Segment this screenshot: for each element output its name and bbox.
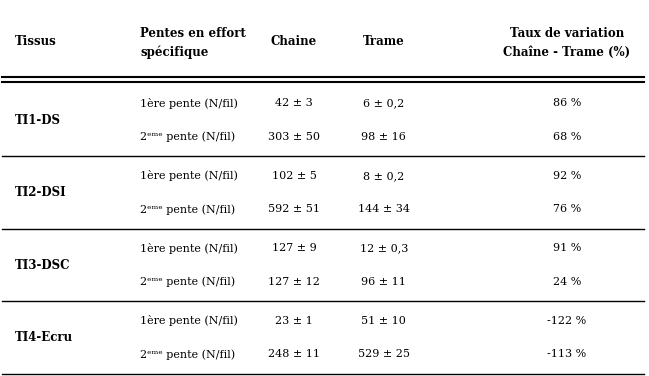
- Text: 1ère pente (N/fil): 1ère pente (N/fil): [140, 243, 238, 254]
- Text: 12 ± 0,3: 12 ± 0,3: [360, 244, 408, 253]
- Text: -113 %: -113 %: [547, 349, 586, 359]
- Text: TI3-DSC: TI3-DSC: [15, 259, 70, 271]
- Text: Pentes en effort: Pentes en effort: [140, 27, 246, 40]
- Text: spécifique: spécifique: [140, 45, 208, 59]
- Text: 92 %: 92 %: [552, 171, 581, 181]
- Text: 127 ± 9: 127 ± 9: [272, 244, 317, 253]
- Text: 248 ± 11: 248 ± 11: [268, 349, 320, 359]
- Text: Chaîne - Trame (%): Chaîne - Trame (%): [503, 46, 630, 59]
- Text: TI1-DS: TI1-DS: [15, 114, 61, 127]
- Text: 2ᵉᵐᵉ pente (N/fil): 2ᵉᵐᵉ pente (N/fil): [140, 204, 235, 215]
- Text: 76 %: 76 %: [552, 204, 581, 214]
- Text: TI2-DSI: TI2-DSI: [15, 186, 67, 199]
- Text: Tissus: Tissus: [15, 35, 56, 48]
- Text: 91 %: 91 %: [552, 244, 581, 253]
- Text: TI4-Ecru: TI4-Ecru: [15, 331, 73, 344]
- Text: Trame: Trame: [363, 35, 405, 48]
- Text: Chaine: Chaine: [271, 35, 317, 48]
- Text: 6 ± 0,2: 6 ± 0,2: [363, 99, 404, 108]
- Text: Taux de variation: Taux de variation: [509, 27, 624, 40]
- Text: 42 ± 3: 42 ± 3: [275, 99, 313, 108]
- Text: 98 ± 16: 98 ± 16: [361, 132, 406, 142]
- Text: 127 ± 12: 127 ± 12: [268, 277, 320, 287]
- Text: 2ᵉᵐᵉ pente (N/fil): 2ᵉᵐᵉ pente (N/fil): [140, 277, 235, 287]
- Text: 303 ± 50: 303 ± 50: [268, 132, 320, 142]
- Text: 68 %: 68 %: [552, 132, 581, 142]
- Text: 102 ± 5: 102 ± 5: [271, 171, 317, 181]
- Text: 1ère pente (N/fil): 1ère pente (N/fil): [140, 170, 238, 182]
- Text: 8 ± 0,2: 8 ± 0,2: [363, 171, 404, 181]
- Text: 2ᵉᵐᵉ pente (N/fil): 2ᵉᵐᵉ pente (N/fil): [140, 349, 235, 359]
- Text: 51 ± 10: 51 ± 10: [361, 316, 406, 326]
- Text: 529 ± 25: 529 ± 25: [358, 349, 410, 359]
- Text: 23 ± 1: 23 ± 1: [275, 316, 313, 326]
- Text: 2ᵉᵐᵉ pente (N/fil): 2ᵉᵐᵉ pente (N/fil): [140, 132, 235, 142]
- Text: 1ère pente (N/fil): 1ère pente (N/fil): [140, 315, 238, 326]
- Text: 592 ± 51: 592 ± 51: [268, 204, 320, 214]
- Text: 1ère pente (N/fil): 1ère pente (N/fil): [140, 98, 238, 109]
- Text: 96 ± 11: 96 ± 11: [361, 277, 406, 287]
- Text: 24 %: 24 %: [552, 277, 581, 287]
- Text: 86 %: 86 %: [552, 99, 581, 108]
- Text: -122 %: -122 %: [547, 316, 586, 326]
- Text: 144 ± 34: 144 ± 34: [358, 204, 410, 214]
